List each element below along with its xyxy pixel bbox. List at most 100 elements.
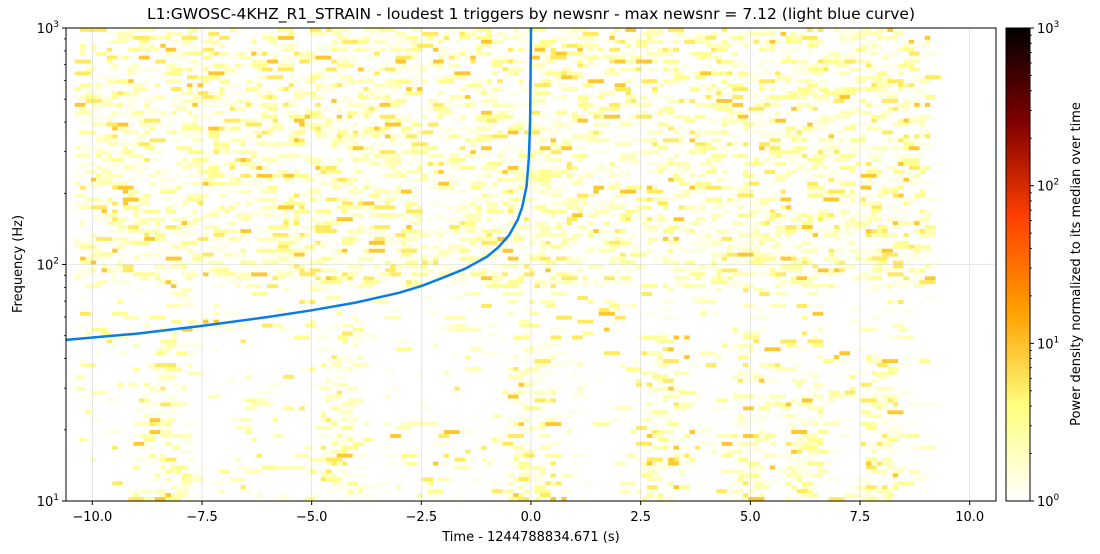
spectrogram-cell: [267, 91, 273, 96]
spectrogram-cell: [224, 272, 241, 277]
spectrogram-cell: [277, 327, 294, 332]
spectrogram-cell: [850, 150, 861, 155]
spectrogram-cell: [411, 221, 417, 226]
spectrogram-cell: [839, 71, 850, 76]
spectrogram-cell: [817, 165, 829, 170]
spectrogram-cell: [737, 240, 749, 245]
spectrogram-cell: [187, 477, 204, 482]
spectrogram-cell: [668, 79, 679, 84]
spectrogram-cell: [219, 130, 225, 135]
spectrogram-cell: [817, 229, 824, 233]
spectrogram-cell: [427, 489, 444, 494]
spectrogram-cell: [384, 268, 396, 273]
spectrogram-cell: [310, 110, 321, 115]
spectrogram-cell: [550, 146, 556, 151]
spectrogram-cell: [470, 98, 476, 103]
spectrogram-cell: [801, 331, 808, 336]
spectrogram-cell: [411, 284, 417, 289]
spectrogram-cell: [427, 481, 433, 486]
spectrogram-cell: [197, 75, 214, 80]
spectrogram-cell: [240, 339, 246, 344]
spectrogram-cell: [352, 134, 359, 139]
spectrogram-cell: [711, 130, 728, 135]
spectrogram-cell: [470, 59, 476, 64]
spectrogram-cell: [588, 193, 594, 198]
spectrogram-cell: [347, 150, 353, 155]
spectrogram-cell: [384, 213, 391, 218]
spectrogram-cell: [449, 51, 455, 56]
spectrogram-cell: [358, 473, 364, 478]
spectrogram-cell: [358, 130, 369, 135]
spectrogram-cell: [759, 374, 765, 379]
spectrogram-cell: [374, 39, 385, 44]
spectrogram-cell: [759, 83, 765, 88]
spectrogram-cell: [646, 489, 658, 494]
spectrogram-cell: [582, 98, 589, 103]
spectrogram-cell: [833, 284, 840, 289]
spectrogram-cell: [475, 445, 487, 450]
spectrogram-cell: [80, 146, 91, 151]
spectrogram-cell: [149, 232, 161, 237]
spectrogram-cell: [422, 79, 428, 84]
spectrogram-cell: [299, 75, 305, 80]
spectrogram-cell: [390, 63, 407, 68]
spectrogram-cell: [775, 402, 792, 407]
spectrogram-cell: [620, 189, 637, 194]
spectrogram-cell: [780, 75, 792, 80]
spectrogram-cell: [181, 35, 198, 40]
spectrogram-cell: [550, 457, 556, 462]
spectrogram-cell: [229, 67, 236, 72]
spectrogram-cell: [689, 284, 706, 289]
spectrogram-cell: [470, 347, 482, 352]
spectrogram-cell: [871, 264, 883, 269]
spectrogram-cell: [716, 102, 733, 107]
spectrogram-cell: [593, 189, 599, 194]
spectrogram-cell: [604, 213, 621, 218]
spectrogram-cell: [368, 67, 380, 72]
spectrogram-cell: [176, 493, 188, 498]
spectrogram-cell: [539, 71, 551, 76]
spectrogram-cell: [171, 51, 188, 56]
spectrogram-cell: [481, 280, 492, 285]
spectrogram-cell: [892, 193, 904, 198]
spectrogram-cell: [513, 339, 519, 344]
spectrogram-cell: [759, 327, 770, 332]
spectrogram-cell: [903, 260, 909, 265]
spectrogram-cell: [876, 173, 883, 178]
spectrogram-cell: [513, 445, 519, 450]
spectrogram-cell: [812, 98, 824, 103]
spectrogram-cell: [443, 268, 455, 273]
spectrogram-cell: [743, 248, 760, 253]
spectrogram-cell: [876, 390, 883, 395]
spectrogram-cell: [406, 209, 423, 214]
spectrogram-cell: [785, 205, 792, 210]
spectrogram-cell: [732, 95, 744, 99]
spectrogram-cell: [486, 169, 503, 174]
spectrogram-cell: [128, 98, 134, 103]
spectrogram-cell: [160, 465, 166, 470]
spectrogram-cell: [138, 201, 145, 206]
spectrogram-cell: [759, 142, 770, 147]
spectrogram-cell: [138, 142, 155, 147]
spectrogram-cell: [80, 51, 86, 56]
spectrogram-cell: [90, 83, 102, 88]
spectrogram-cell: [101, 158, 118, 163]
spectrogram-cell: [812, 232, 818, 237]
spectrogram-cell: [801, 225, 813, 230]
spectrogram-cell: [721, 252, 728, 257]
spectrogram-cell: [400, 126, 412, 131]
spectrogram-cell: [395, 55, 412, 60]
spectrogram-cell: [454, 323, 466, 328]
spectrogram-cell: [662, 256, 669, 261]
spectrogram-cell: [416, 272, 423, 277]
spectrogram-cell: [326, 378, 332, 383]
spectrogram-cell: [315, 493, 321, 498]
spectrogram-cell: [310, 95, 327, 99]
spectrogram-cell: [336, 106, 343, 111]
spectrogram-cell: [593, 276, 599, 281]
spectrogram-cell: [304, 189, 311, 194]
spectrogram-cell: [128, 162, 145, 166]
spectrogram-cell: [342, 35, 348, 40]
spectrogram-cell: [775, 154, 781, 159]
spectrogram-cell: [828, 477, 840, 482]
